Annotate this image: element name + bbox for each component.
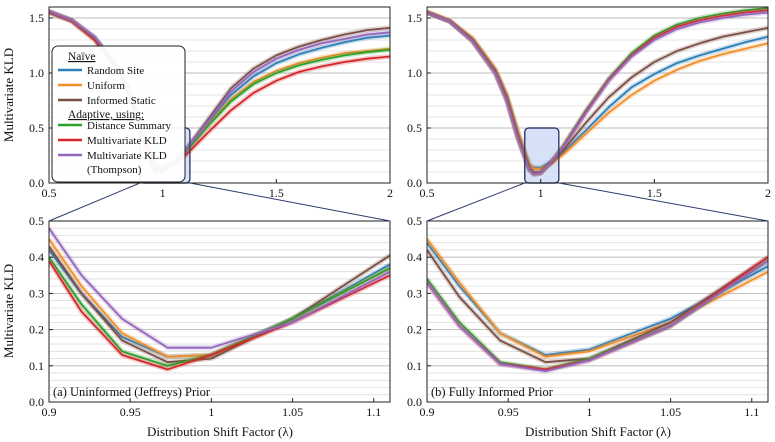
x-tick-label: 2 [765,186,771,200]
y-tick-label: 0.2 [29,323,44,337]
y-tick-label: 0.4 [407,250,422,264]
x-tick-label: 1 [538,186,544,200]
x-tick-label: 0.9 [420,405,435,419]
y-tick-label: 0.3 [29,286,44,300]
x-tick-label: 1.1 [366,405,381,419]
y-tick-label: 0.2 [407,323,422,337]
x-tick-label: 0.9 [42,405,57,419]
x-tick-label: 2 [387,186,393,200]
series-line [49,227,390,349]
series-band [427,7,768,177]
y-tick-label: 0.1 [29,359,44,373]
y-tick-label: 0.0 [407,395,422,409]
series-line [49,249,390,358]
x-tick-label: 0.95 [498,405,519,419]
series-line [427,11,768,176]
plot-frame [426,6,769,184]
x-tick-label: 1 [208,405,214,419]
series-line [49,256,390,367]
x-tick-label: 0.95 [120,405,141,419]
series-band [427,9,768,172]
series-group [49,226,390,372]
zoom-connector [558,182,769,222]
legend-label: Random Site [87,65,144,77]
y-tick-label: 0.1 [407,359,422,373]
y-tick-label: 0.4 [29,250,44,264]
x-tick-label: 0.5 [42,186,57,200]
series-line [427,10,768,170]
legend-label-cont: (Thompson) [87,164,142,176]
y-tick-label: 0.5 [29,121,44,135]
legend-group-adaptive: Adaptive, using: [68,109,144,121]
panel-bottom-left: 0.9 0.95 1 1.05 1.1 0.0 0.1 0.2 0.3 0.4 0.5 [29,214,391,419]
x-tick-label: 1.5 [647,186,662,200]
x-tick-label: 1.05 [282,405,303,419]
y-tick-label: 0.5 [29,214,44,228]
x-tick-label: 1 [586,405,592,419]
legend-label: Multivariate KLD [87,150,167,162]
zoom-connector [189,182,391,222]
plot-frame [48,6,391,184]
y-tick-label: 0.3 [407,286,422,300]
panel-bottom-right: 0.9 0.95 1 1.05 1.1 0.0 0.1 0.2 0.3 0.4 0.5 [407,214,769,419]
x-axis-label: Distribution Shift Factor (λ) [525,424,671,439]
y-tick-label: 1.0 [29,66,44,80]
x-tick-label: 1.1 [744,405,759,419]
legend-box [51,45,186,183]
y-tick-label: 1.0 [407,66,422,80]
legend: Naïve Random Site Uniform Informed Static Di… [51,45,186,183]
x-tick-label: 0.5 [420,186,435,200]
zoom-connector [48,182,141,222]
y-tick-label: 0.0 [407,176,422,190]
x-tick-label: 1.05 [660,405,681,419]
plot-frame [426,220,769,403]
series-line [427,242,768,356]
plot-frame [48,220,391,403]
legend-group-naive: Naïve [68,51,95,63]
y-tick-label: 0.5 [407,121,422,135]
series-group [427,237,768,374]
y-axis-label: Multivariate KLD [1,48,16,142]
series-band [49,248,390,360]
y-tick-label: 0.0 [29,176,44,190]
y-tick-label: 1.5 [407,11,422,25]
caption-a: (a) Uninformed (Jeffreys) Prior [53,385,211,399]
series-line [427,260,768,373]
zoom-connector [426,182,525,222]
x-tick-label: 1.5 [269,186,284,200]
y-tick-label: 0.5 [407,214,422,228]
legend-label: Informed Static [87,95,156,107]
panel-top-right: 0.5 1 1.5 20.00.51.01.5 [407,6,771,200]
legend-label: Uniform [87,80,125,92]
caption-b: (b) Fully Informed Prior [431,385,554,399]
y-axis-label: Multivariate KLD [1,264,16,358]
legend-label: Multivariate KLD [87,135,167,147]
x-axis-label: Distribution Shift Factor (λ) [147,424,293,439]
y-tick-label: 0.0 [29,395,44,409]
x-tick-label: 1 [160,186,166,200]
y-tick-label: 1.5 [29,11,44,25]
legend-label: Distance Summary [87,120,172,132]
series-line [427,249,768,364]
series-group [427,7,768,177]
